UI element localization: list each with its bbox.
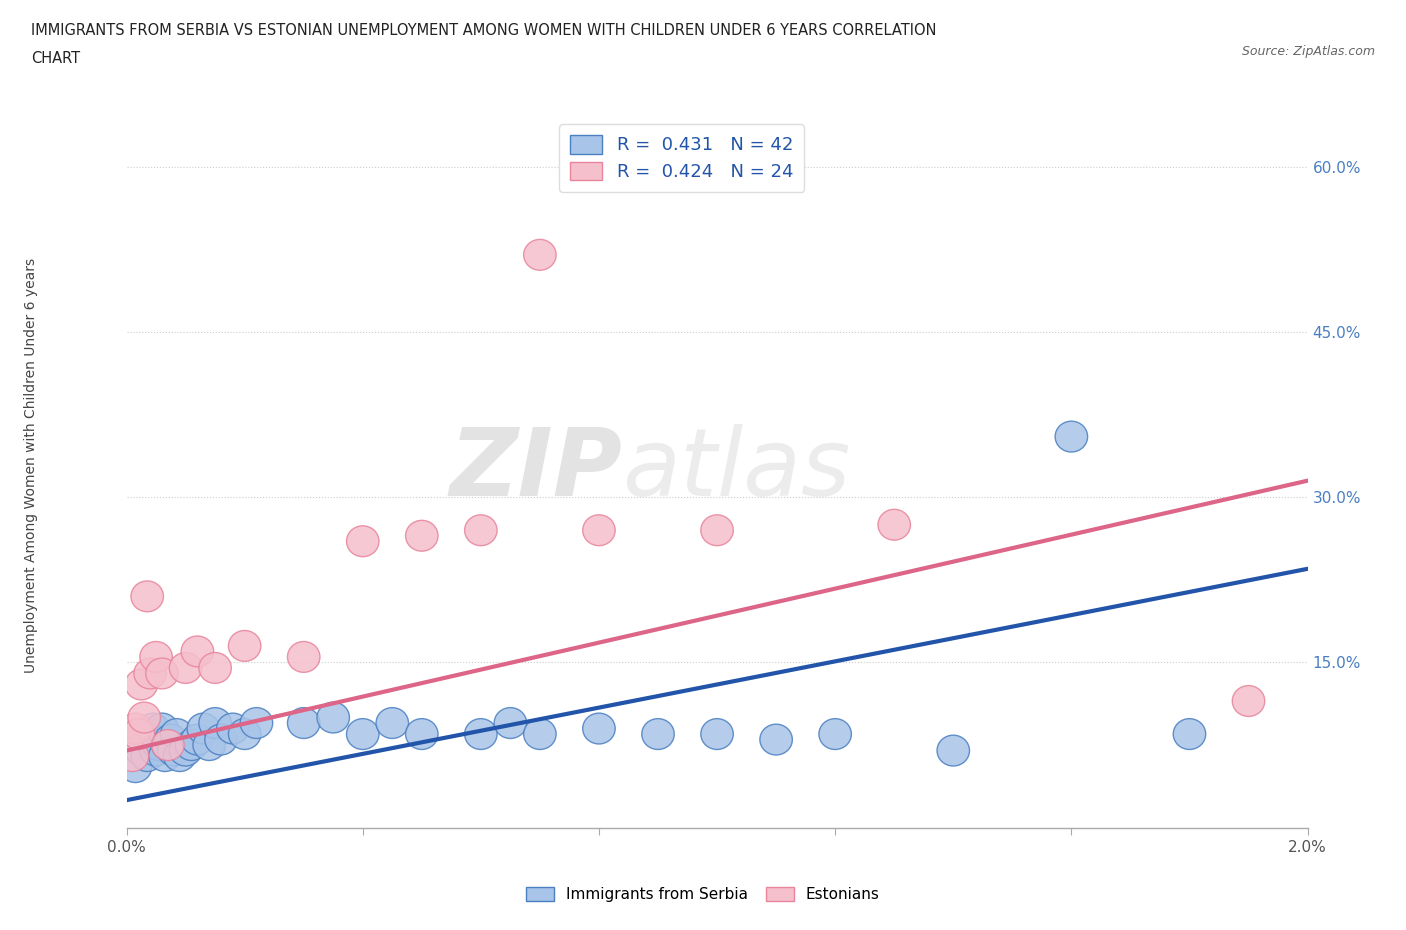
Ellipse shape [163,740,195,772]
Ellipse shape [122,730,155,761]
Ellipse shape [143,730,176,761]
Ellipse shape [134,658,166,689]
Ellipse shape [1054,63,1088,94]
Ellipse shape [346,719,380,750]
Text: ZIP: ZIP [450,424,623,515]
Ellipse shape [198,708,232,738]
Text: Unemployment Among Women with Children Under 6 years: Unemployment Among Women with Children U… [24,258,38,672]
Ellipse shape [176,730,208,761]
Ellipse shape [700,515,734,546]
Text: atlas: atlas [623,424,851,515]
Ellipse shape [155,724,187,755]
Ellipse shape [146,713,179,744]
Ellipse shape [240,708,273,738]
Ellipse shape [128,702,160,733]
Ellipse shape [139,735,173,766]
Ellipse shape [187,713,219,744]
Ellipse shape [316,702,350,733]
Ellipse shape [523,719,557,750]
Ellipse shape [205,724,238,755]
Ellipse shape [818,719,852,750]
Legend: R =  0.431   N = 42, R =  0.424   N = 24: R = 0.431 N = 42, R = 0.424 N = 24 [560,125,804,192]
Legend: Immigrants from Serbia, Estonians: Immigrants from Serbia, Estonians [520,881,886,909]
Ellipse shape [169,735,202,766]
Ellipse shape [181,724,214,755]
Ellipse shape [131,581,163,612]
Ellipse shape [152,730,184,761]
Ellipse shape [193,730,225,761]
Ellipse shape [160,719,193,750]
Ellipse shape [346,525,380,557]
Ellipse shape [134,724,166,755]
Ellipse shape [464,515,498,546]
Ellipse shape [198,653,232,684]
Ellipse shape [641,719,675,750]
Ellipse shape [287,708,321,738]
Ellipse shape [405,719,439,750]
Ellipse shape [228,631,262,661]
Ellipse shape [152,730,184,761]
Ellipse shape [181,636,214,667]
Ellipse shape [128,719,160,750]
Ellipse shape [122,719,155,750]
Ellipse shape [149,740,181,772]
Text: IMMIGRANTS FROM SERBIA VS ESTONIAN UNEMPLOYMENT AMONG WOMEN WITH CHILDREN UNDER : IMMIGRANTS FROM SERBIA VS ESTONIAN UNEMP… [31,23,936,38]
Ellipse shape [582,713,616,744]
Ellipse shape [139,642,173,672]
Ellipse shape [136,713,169,744]
Ellipse shape [120,751,152,782]
Ellipse shape [125,735,157,766]
Ellipse shape [287,642,321,672]
Ellipse shape [1054,421,1088,452]
Text: Source: ZipAtlas.com: Source: ZipAtlas.com [1241,45,1375,58]
Ellipse shape [582,515,616,546]
Text: CHART: CHART [31,51,80,66]
Ellipse shape [157,735,190,766]
Ellipse shape [120,713,152,744]
Ellipse shape [494,708,527,738]
Ellipse shape [1232,685,1265,716]
Ellipse shape [464,719,498,750]
Ellipse shape [125,669,157,700]
Ellipse shape [700,719,734,750]
Ellipse shape [146,658,179,689]
Ellipse shape [405,520,439,551]
Ellipse shape [117,740,149,772]
Ellipse shape [1173,719,1206,750]
Ellipse shape [936,735,970,766]
Ellipse shape [217,713,249,744]
Ellipse shape [523,239,557,271]
Ellipse shape [131,740,163,772]
Ellipse shape [759,724,793,755]
Ellipse shape [169,653,202,684]
Ellipse shape [375,708,409,738]
Ellipse shape [228,719,262,750]
Ellipse shape [877,510,911,540]
